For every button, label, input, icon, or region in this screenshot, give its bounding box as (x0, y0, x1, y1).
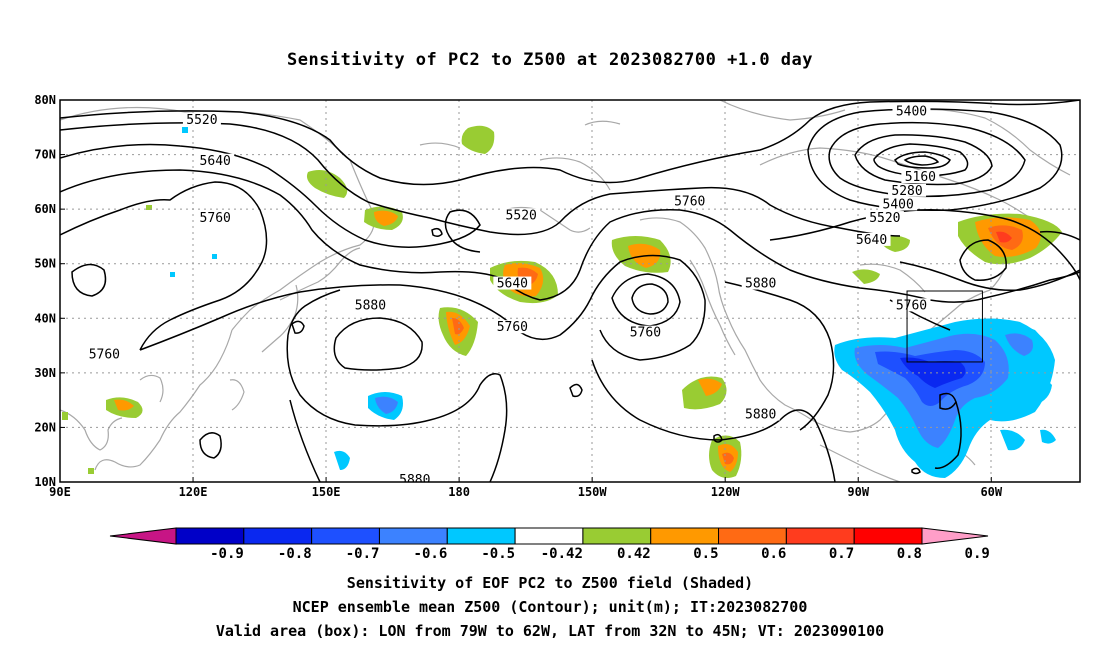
contour-label-bg (85, 347, 124, 361)
colorbar-label: 0.7 (829, 546, 854, 562)
latitude-axis: 80N 70N 60N 50N 40N 30N 20N 10N (34, 93, 65, 489)
contour-label: 5760 (497, 320, 528, 335)
contour-label: 5640 (497, 277, 528, 292)
footer-line-1: Sensitivity of EOF PC2 to Z500 field (Sh… (346, 574, 754, 592)
contour-label-bg (741, 407, 780, 421)
contour-label-bg (852, 232, 891, 246)
contour-label-bg (879, 197, 918, 211)
colorbar-box (243, 527, 313, 545)
contour-label: 5520 (869, 211, 900, 226)
contour-label-bg (395, 473, 434, 482)
plot-frame (59, 99, 1081, 483)
footer-line-3: Valid area (box): LON from 79W to 62W, L… (215, 622, 885, 640)
colorbar-box (718, 527, 787, 545)
contour-label-bg (502, 208, 541, 222)
colorbar-box (582, 527, 652, 545)
lon-tick-label: 120W (711, 485, 741, 499)
lat-tick-label: 70N (34, 148, 56, 162)
colorbar-label: 0.8 (897, 546, 922, 562)
lat-tick-label: 60N (34, 202, 56, 216)
colorbar-label: -0.9 (210, 546, 244, 562)
contour-label-bg (888, 183, 927, 197)
contour-label: 5640 (856, 233, 887, 248)
lon-tick-label: 60W (980, 485, 1002, 499)
contour-label: 5760 (896, 298, 927, 313)
contour-label: 5880 (745, 408, 776, 423)
lat-tick-label: 30N (34, 366, 56, 380)
contour-label: 5760 (200, 211, 231, 226)
contour-label: 5640 (200, 154, 231, 169)
longitude-axis: 90E 120E 150E 180 150W 120W 90W 60W (49, 477, 1003, 499)
contour-label-bg (892, 104, 931, 118)
colorbar-label: 0.6 (761, 546, 786, 562)
colorbar-label: -0.5 (481, 546, 515, 562)
contour-label-bg (865, 211, 904, 225)
contour-label: 5880 (355, 298, 386, 313)
colorbar-label: 0.5 (693, 546, 718, 562)
contour-label: 5880 (745, 277, 776, 292)
gridlines (60, 100, 1080, 482)
colorbar-label: -0.8 (278, 546, 312, 562)
contour-label: 5280 (891, 184, 922, 199)
contour-label-bg (196, 211, 235, 225)
lon-tick-label: 150W (578, 485, 608, 499)
colorbar-label: -0.7 (346, 546, 380, 562)
colorbar-box (853, 527, 923, 545)
colorbar-box (514, 527, 584, 545)
contour-label-bg (670, 194, 709, 208)
colorbar-min-arrow (109, 527, 177, 545)
lon-tick-label: 150E (312, 485, 341, 499)
lat-tick-label: 50N (34, 257, 56, 271)
contour-label-bg (741, 276, 780, 290)
lat-tick-label: 20N (34, 420, 56, 434)
footer-line-2: NCEP ensemble mean Z500 (Contour); unit(… (292, 598, 808, 616)
lat-tick-label: 40N (34, 311, 56, 325)
contour-label-bg (196, 153, 235, 167)
lon-tick-label: 90W (847, 485, 869, 499)
contour-label-bg (892, 298, 931, 312)
lon-tick-label: 180 (448, 485, 470, 499)
z500-contours (60, 100, 1080, 482)
colorbar-box (311, 527, 380, 545)
contour-label: 5520 (506, 208, 537, 223)
contour-label: 5760 (630, 326, 661, 341)
contour-label: 5520 (186, 113, 217, 128)
contour-label-bg (182, 112, 221, 126)
contour-label-bg (493, 320, 532, 334)
lon-tick-label: 90E (49, 485, 71, 499)
contour-label-bg (901, 170, 940, 184)
colorbar-label: -0.42 (541, 546, 583, 562)
contour-label: 5160 (905, 170, 936, 185)
contour-label-bg (493, 276, 532, 290)
contour-label-bg (351, 298, 390, 312)
colorbar-box (650, 527, 720, 545)
colorbar-box (785, 527, 855, 545)
colorbar-box (446, 527, 516, 545)
lat-tick-label: 80N (34, 93, 56, 107)
contour-label: 5400 (883, 197, 914, 212)
contour-label: 5760 (89, 347, 120, 362)
colorbar-label: 0.42 (617, 546, 651, 562)
valid-area-box (906, 290, 983, 363)
colorbar-box (378, 527, 448, 545)
contour-label: 5760 (674, 195, 705, 210)
lon-tick-label: 120E (179, 485, 208, 499)
contour-label: 5400 (896, 105, 927, 120)
colorbar-label: -0.6 (414, 546, 448, 562)
colorbar-box (175, 527, 245, 545)
colorbar: -0.9 -0.8 -0.7 -0.6 -0.5 -0.42 0.42 0.5 0.6 0.7 0.… (109, 527, 990, 562)
colorbar-max-arrow (921, 527, 989, 545)
contour-label-bg (626, 325, 665, 339)
chart-title: Sensitivity of PC2 to Z500 at 2023082700… (286, 50, 813, 70)
colorbar-label: 0.9 (965, 546, 990, 562)
contour-label: 5880 (399, 473, 430, 488)
lat-tick-label: 10N (34, 475, 56, 489)
contour-labels: 5520 5640 5760 5760 5880 5520 5640 5760 5760 5760… (85, 104, 940, 488)
